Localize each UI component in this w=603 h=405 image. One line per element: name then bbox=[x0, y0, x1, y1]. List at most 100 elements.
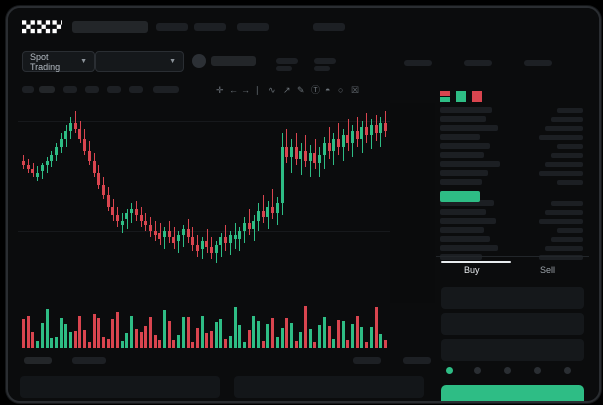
open-orders-tab[interactable] bbox=[24, 357, 52, 364]
orderbook-row[interactable] bbox=[440, 218, 496, 224]
device-frame: Spot Trading ▼ ▼ bbox=[6, 6, 601, 403]
crosshair-icon[interactable]: ✛ bbox=[216, 85, 224, 95]
orderbook-row[interactable] bbox=[440, 161, 500, 167]
candle-wick bbox=[239, 227, 241, 251]
candle-wick bbox=[309, 145, 311, 177]
volume-bar bbox=[158, 339, 162, 348]
orderbook-row[interactable] bbox=[440, 116, 486, 122]
tab-sell[interactable]: Sell bbox=[540, 265, 556, 275]
pagination-dot-5[interactable] bbox=[564, 367, 571, 374]
candle-body bbox=[214, 245, 218, 253]
orderbook-row[interactable] bbox=[440, 134, 480, 140]
volume-bar bbox=[285, 318, 289, 348]
arrow-right-icon[interactable]: → bbox=[241, 85, 250, 95]
volume-bar bbox=[369, 327, 373, 348]
volume-bar bbox=[332, 339, 336, 348]
timeframe-1h[interactable] bbox=[85, 86, 99, 93]
orderbook-row[interactable] bbox=[440, 209, 486, 215]
order-book[interactable] bbox=[436, 81, 589, 260]
indicator-menu[interactable] bbox=[153, 86, 179, 93]
orderbook-row[interactable] bbox=[440, 152, 484, 158]
timeframe-1d[interactable] bbox=[129, 86, 143, 93]
volume-bar bbox=[120, 340, 124, 348]
candle-wick bbox=[272, 189, 274, 219]
total-field[interactable] bbox=[441, 339, 584, 361]
candle-body bbox=[31, 169, 35, 173]
orderbook-row-value bbox=[557, 228, 583, 233]
bottom-panel-left[interactable] bbox=[20, 376, 220, 398]
okx-logo-icon[interactable] bbox=[22, 20, 62, 34]
timeframe-4h[interactable] bbox=[107, 86, 121, 93]
volume-bar bbox=[238, 324, 242, 348]
volume-bar bbox=[214, 321, 218, 348]
ruler-icon[interactable]: ↗ bbox=[283, 85, 291, 95]
amount-field[interactable] bbox=[441, 313, 584, 335]
volume-bar bbox=[26, 316, 30, 348]
timeframe-1m[interactable] bbox=[22, 86, 34, 93]
submit-buy-button[interactable] bbox=[441, 385, 584, 401]
orderbook-row[interactable] bbox=[440, 200, 494, 206]
volume-bar bbox=[186, 316, 190, 348]
assets-tab[interactable] bbox=[353, 357, 381, 364]
trash-icon[interactable]: ☒ bbox=[351, 85, 360, 95]
stat-24h-turnover bbox=[464, 60, 492, 66]
magnet-icon[interactable]: ◓ bbox=[325, 85, 331, 95]
text-icon[interactable]: Ⓣ bbox=[311, 85, 321, 95]
bottom-panel-right[interactable] bbox=[234, 376, 424, 398]
pagination-dot-2[interactable] bbox=[474, 367, 481, 374]
market-type-selector[interactable]: Spot Trading ▼ bbox=[22, 51, 95, 72]
pagination-dot-1[interactable] bbox=[446, 367, 453, 374]
orderbook-row[interactable] bbox=[440, 143, 490, 149]
volume-bar bbox=[351, 323, 354, 348]
nav-item-3[interactable] bbox=[237, 23, 269, 31]
volume-bar bbox=[365, 342, 369, 348]
positions-tab[interactable] bbox=[403, 357, 431, 364]
orderbook-view-both[interactable] bbox=[440, 89, 450, 102]
orderbook-row-value bbox=[539, 171, 583, 176]
wave-icon[interactable]: ∿ bbox=[268, 85, 276, 95]
candle-body bbox=[64, 131, 68, 139]
timeframe-15m[interactable] bbox=[63, 86, 77, 93]
arrow-left-icon[interactable]: ← bbox=[229, 85, 238, 95]
candle-body bbox=[130, 209, 134, 213]
pair-selector[interactable]: ▼ bbox=[95, 51, 184, 72]
orderbook-row[interactable] bbox=[440, 179, 482, 185]
nav-item-4[interactable] bbox=[313, 23, 345, 31]
nav-item-1[interactable] bbox=[156, 23, 188, 31]
orderbook-view-bids[interactable] bbox=[456, 89, 466, 102]
candle-body bbox=[153, 231, 157, 235]
orderbook-row[interactable] bbox=[440, 245, 498, 251]
trend-line-icon[interactable]: ∣ bbox=[255, 85, 260, 95]
chevron-down-icon: ▼ bbox=[169, 58, 176, 65]
orderbook-row[interactable] bbox=[440, 107, 492, 113]
orderbook-row[interactable] bbox=[440, 227, 484, 233]
volume-bar bbox=[205, 333, 209, 348]
candle-body bbox=[186, 229, 190, 237]
orderbook-row-value bbox=[557, 144, 583, 149]
candle-body bbox=[351, 131, 354, 143]
candle-body bbox=[341, 135, 345, 147]
order-history-tab[interactable] bbox=[72, 357, 106, 364]
orderbook-view-asks[interactable] bbox=[472, 89, 482, 102]
nav-item-2[interactable] bbox=[194, 23, 226, 31]
brush-icon[interactable]: ✎ bbox=[297, 85, 305, 95]
orderbook-row[interactable] bbox=[440, 236, 490, 242]
orderbook-row[interactable] bbox=[440, 254, 482, 260]
search-input[interactable] bbox=[72, 21, 148, 33]
candle-body bbox=[40, 165, 44, 171]
orderbook-row[interactable] bbox=[440, 170, 488, 176]
candle-body bbox=[101, 185, 105, 195]
orderbook-row-value bbox=[545, 246, 583, 251]
orderbook-row[interactable] bbox=[440, 125, 498, 131]
lock-icon[interactable]: ○ bbox=[338, 85, 344, 95]
volume-bar bbox=[144, 326, 148, 348]
volume-bar bbox=[379, 334, 383, 348]
candle-wick bbox=[178, 231, 180, 253]
price-chart[interactable] bbox=[18, 103, 393, 353]
pagination-dot-3[interactable] bbox=[504, 367, 511, 374]
tab-buy[interactable]: Buy bbox=[464, 265, 480, 275]
timeframe-selected[interactable] bbox=[39, 86, 55, 93]
price-field[interactable] bbox=[441, 287, 584, 309]
candle-body bbox=[200, 241, 204, 249]
pagination-dot-4[interactable] bbox=[534, 367, 541, 374]
